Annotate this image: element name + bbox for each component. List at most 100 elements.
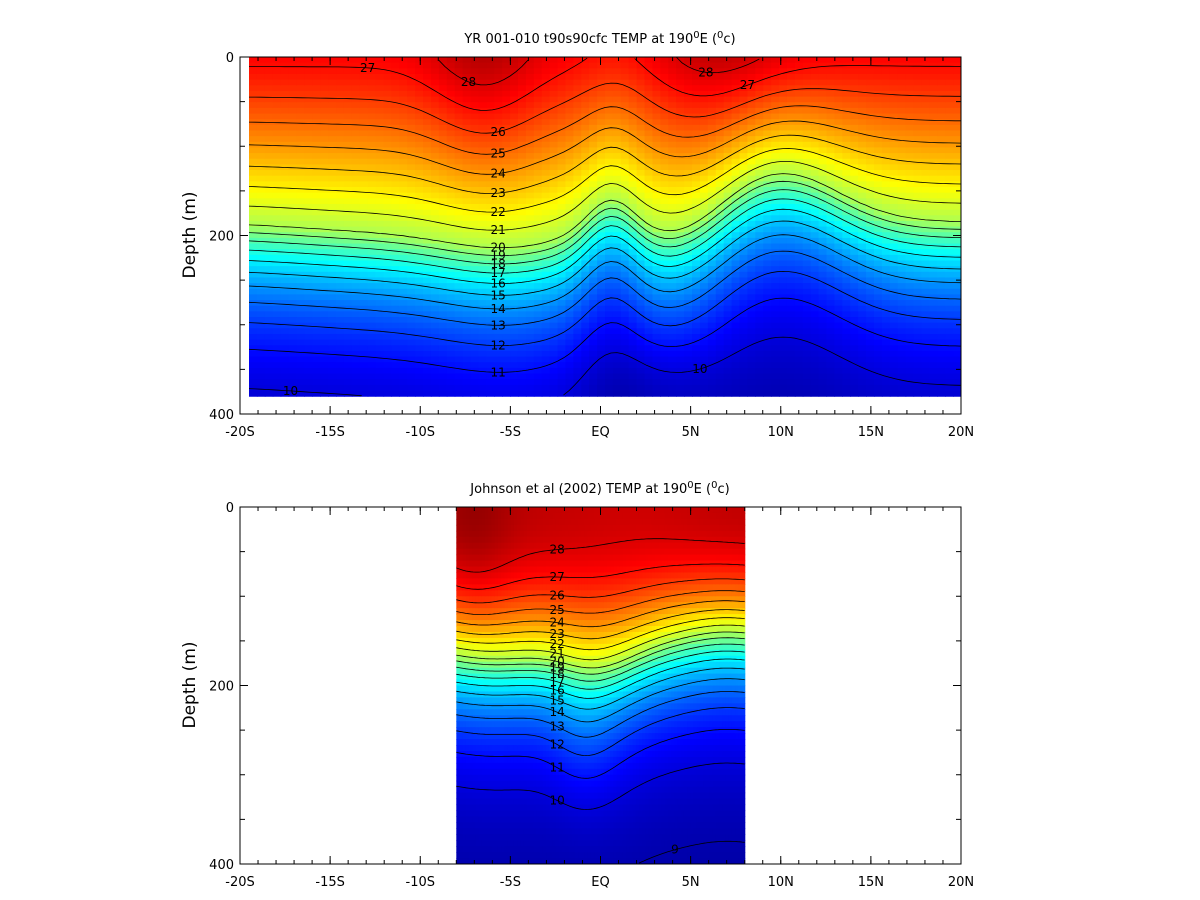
heatmap-cell — [684, 62, 693, 69]
heatmap-cell — [850, 96, 859, 103]
heatmap-cell — [470, 311, 480, 318]
heatmap-cell — [359, 367, 369, 375]
heatmap-cell — [739, 362, 748, 369]
heatmap-cell — [763, 181, 772, 188]
heatmap-cell — [636, 260, 646, 267]
heatmap-cell — [826, 57, 836, 64]
heatmap-cell — [304, 175, 313, 182]
heatmap-cell — [612, 266, 622, 273]
heatmap-cell — [533, 62, 543, 69]
heatmap-cell — [573, 209, 582, 216]
heatmap-cell — [510, 243, 519, 250]
heatmap-cell — [597, 260, 606, 267]
heatmap-cell — [589, 373, 598, 380]
heatmap-cell — [699, 107, 709, 115]
heatmap-cell — [383, 90, 393, 98]
heatmap-cell — [779, 153, 788, 160]
heatmap-cell — [391, 237, 400, 245]
heatmap-cell — [589, 85, 598, 92]
heatmap-cell — [264, 107, 274, 115]
heatmap-cell — [897, 130, 907, 137]
heatmap-cell — [747, 119, 756, 126]
heatmap-cell — [359, 96, 369, 103]
heatmap-cell — [636, 254, 646, 262]
heatmap-cell — [684, 294, 693, 301]
heatmap-cell — [288, 367, 298, 375]
heatmap-cell — [692, 384, 701, 392]
heatmap-cell — [399, 192, 408, 199]
heatmap-cell — [359, 254, 369, 262]
heatmap-cell — [446, 85, 456, 92]
heatmap-cell — [858, 390, 867, 397]
heatmap-cell — [454, 136, 464, 143]
heatmap-cell — [707, 102, 717, 109]
heatmap-cell — [889, 350, 899, 358]
heatmap-cell — [470, 300, 480, 307]
heatmap-cell — [699, 339, 709, 346]
heatmap-cell — [810, 277, 820, 284]
heatmap-cell — [494, 57, 503, 64]
heatmap-cell — [478, 147, 487, 154]
heatmap-cell — [826, 367, 836, 375]
heatmap-cell — [320, 164, 329, 171]
heatmap-cell — [557, 322, 567, 329]
heatmap-cell — [415, 305, 424, 312]
heatmap-cell — [533, 300, 543, 307]
heatmap-cell — [423, 283, 432, 290]
heatmap-cell — [367, 130, 377, 137]
heatmap-cell — [430, 260, 440, 267]
heatmap-cell — [423, 390, 432, 397]
heatmap-cell — [715, 266, 725, 273]
heatmap-cell — [415, 311, 424, 318]
heatmap-cell — [494, 232, 503, 239]
heatmap-cell — [818, 311, 828, 318]
heatmap-cell — [684, 164, 693, 171]
heatmap-cell — [343, 147, 353, 154]
heatmap-cell — [288, 373, 298, 380]
heatmap-cell — [747, 384, 756, 392]
heatmap-cell — [256, 198, 266, 205]
heatmap-cell — [296, 277, 305, 284]
heatmap-cell — [810, 249, 820, 256]
heatmap-cell — [351, 260, 361, 267]
heatmap-cell — [589, 243, 598, 250]
heatmap-cell — [889, 187, 899, 194]
heatmap-cell — [359, 362, 369, 369]
heatmap-cell — [573, 73, 582, 81]
heatmap-cell — [605, 271, 614, 279]
heatmap-cell — [597, 271, 606, 279]
heatmap-cell — [470, 68, 480, 75]
heatmap-cell — [620, 379, 630, 386]
heatmap-cell — [533, 249, 543, 256]
heatmap-cell — [668, 317, 677, 324]
heatmap-cell — [391, 158, 400, 165]
heatmap-cell — [660, 300, 669, 307]
heatmap-cell — [636, 367, 646, 375]
heatmap-cell — [375, 384, 385, 392]
heatmap-cell — [818, 136, 828, 143]
heatmap-cell — [597, 350, 606, 358]
heatmap-cell — [684, 266, 693, 273]
heatmap-cell — [502, 192, 511, 199]
heatmap-cell — [557, 198, 567, 205]
heatmap-cell — [280, 187, 290, 194]
heatmap-cell — [620, 215, 630, 222]
heatmap-cell — [375, 102, 385, 109]
heatmap-cell — [399, 107, 408, 115]
heatmap-cell — [336, 192, 345, 199]
heatmap-cell — [779, 379, 788, 386]
heatmap-cell — [304, 300, 313, 307]
heatmap-cell — [399, 113, 408, 120]
heatmap-cell — [407, 130, 416, 137]
heatmap-cell — [660, 203, 669, 211]
heatmap-cell — [581, 300, 590, 307]
heatmap-cell — [557, 147, 567, 154]
heatmap-cell — [676, 153, 685, 160]
heatmap-cell — [755, 170, 764, 177]
heatmap-cell — [367, 271, 377, 279]
heatmap-cell — [779, 198, 788, 205]
heatmap-cell — [383, 130, 393, 137]
heatmap-cell — [620, 300, 630, 307]
heatmap-cell — [525, 68, 535, 75]
heatmap-cell — [415, 232, 424, 239]
